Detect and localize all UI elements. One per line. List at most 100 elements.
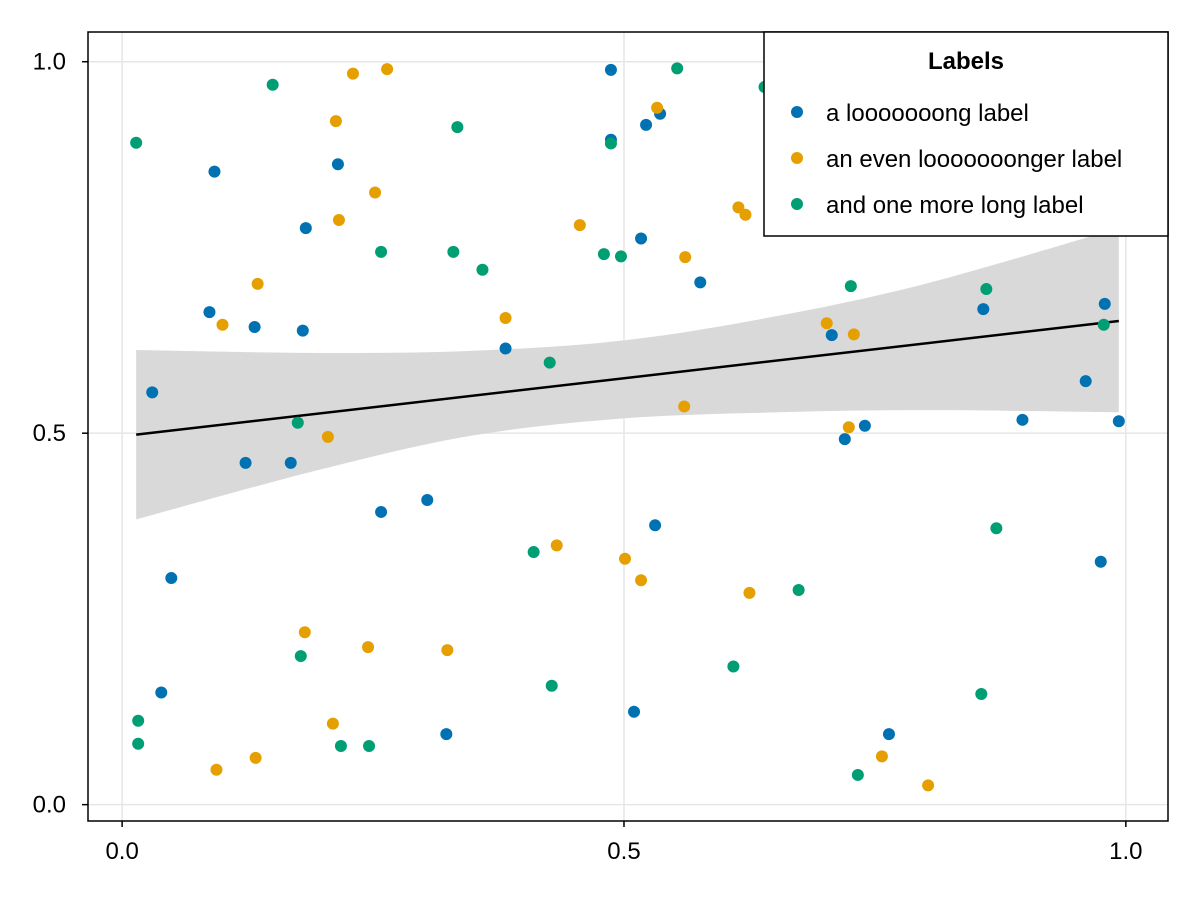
data-point — [332, 213, 345, 226]
data-point — [975, 687, 988, 700]
data-point — [440, 728, 453, 741]
data-point — [614, 250, 627, 263]
confidence-band — [136, 228, 1119, 520]
data-point — [334, 739, 347, 752]
data-point — [838, 433, 851, 446]
data-point — [550, 539, 563, 552]
data-point — [375, 505, 388, 518]
data-point — [329, 115, 342, 128]
data-point — [476, 263, 489, 276]
data-point — [208, 165, 221, 178]
axis-ticks: 0.0 0.5 1.0 0.0 0.5 1.0 — [33, 49, 1143, 865]
y-tick-label: 0.5 — [33, 420, 66, 447]
legend-label-b: an even looooooonger label — [826, 146, 1122, 173]
data-point — [739, 208, 752, 221]
data-point — [369, 186, 382, 199]
legend-marker-c — [791, 198, 803, 210]
data-point — [597, 248, 610, 261]
x-tick-label: 0.0 — [105, 838, 138, 865]
y-tick-label: 1.0 — [33, 49, 66, 76]
data-point — [649, 519, 662, 532]
data-point — [1098, 297, 1111, 310]
data-point — [132, 737, 145, 750]
data-point — [922, 779, 935, 792]
data-point — [635, 232, 648, 245]
data-point — [1112, 415, 1125, 428]
data-point — [844, 280, 857, 293]
data-point — [239, 456, 252, 469]
data-point — [499, 312, 512, 325]
data-point — [618, 552, 631, 565]
data-point — [165, 572, 178, 585]
y-tick-label: 0.0 — [33, 792, 66, 819]
data-point — [346, 67, 359, 80]
data-point — [291, 416, 304, 429]
data-point — [248, 320, 261, 333]
data-point — [363, 739, 376, 752]
data-point — [543, 356, 556, 369]
data-point — [216, 318, 229, 331]
data-point — [604, 63, 617, 76]
plot-frame — [87, 31, 1169, 822]
data-point — [1016, 413, 1029, 426]
data-point — [820, 317, 833, 330]
data-point — [362, 641, 375, 654]
data-point — [545, 679, 558, 692]
data-point — [381, 63, 394, 76]
series-3 — [130, 62, 1110, 781]
data-point — [825, 329, 838, 342]
data-point — [1094, 555, 1107, 568]
data-point — [635, 574, 648, 587]
data-point — [294, 650, 307, 663]
legend: Labels a looooooong label an even looooo… — [763, 31, 1169, 237]
data-point — [203, 306, 216, 319]
data-point — [640, 118, 653, 131]
series-2 — [210, 63, 935, 792]
data-point — [210, 763, 223, 776]
legend-label-a: a looooooong label — [826, 100, 1029, 127]
data-point — [792, 583, 805, 596]
data-point — [321, 430, 334, 443]
data-point — [727, 660, 740, 673]
data-point — [628, 705, 641, 718]
legend-marker-b — [791, 152, 803, 164]
confidence-band-layer — [136, 228, 1119, 520]
data-point — [284, 456, 297, 469]
data-point — [990, 522, 1003, 535]
legend-title: Labels — [928, 48, 1004, 75]
x-tick-label: 0.5 — [607, 838, 640, 865]
data-point — [671, 62, 684, 75]
data-point — [977, 303, 990, 316]
data-point — [130, 136, 143, 149]
regression-line — [136, 319, 1119, 436]
data-point — [980, 283, 993, 296]
data-point — [155, 686, 168, 699]
data-point — [694, 276, 707, 289]
data-point — [678, 400, 691, 413]
data-point — [743, 586, 756, 599]
data-point — [441, 644, 454, 657]
data-point — [298, 626, 311, 639]
data-point — [847, 328, 860, 341]
data-point — [851, 768, 864, 781]
data-point — [842, 421, 855, 434]
data-point — [1097, 318, 1110, 331]
fit-line-layer — [136, 319, 1119, 436]
data-point — [858, 419, 871, 432]
data-point — [146, 386, 159, 399]
data-point — [451, 121, 464, 134]
data-point — [447, 245, 460, 258]
data-point — [132, 714, 145, 727]
legend-box — [763, 31, 1169, 237]
data-point — [499, 342, 512, 355]
legend-marker-a — [791, 106, 803, 118]
data-point — [375, 245, 388, 258]
data-point — [249, 751, 262, 764]
legend-label-c: and one more long label — [826, 192, 1084, 219]
data-point — [251, 277, 264, 290]
data-point — [679, 251, 692, 264]
x-tick-label: 1.0 — [1109, 838, 1142, 865]
data-point — [296, 324, 309, 337]
data-point — [875, 750, 888, 763]
